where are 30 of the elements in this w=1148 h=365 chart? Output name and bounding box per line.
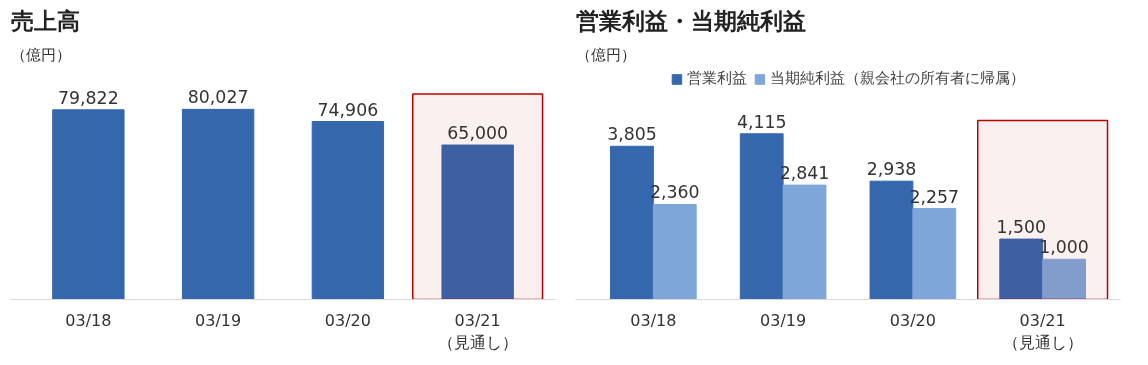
- x-tick-label: 03/18: [65, 310, 112, 330]
- bar: [52, 109, 125, 300]
- chart-title: 営業利益・当期純利益: [575, 7, 806, 34]
- data-label: 4,115: [736, 111, 787, 132]
- data-label: 74,906: [317, 99, 379, 120]
- data-label: 80,027: [187, 87, 249, 108]
- y-axis-title: （億円）: [575, 45, 636, 63]
- x-tick-label: 03/20: [324, 310, 371, 330]
- bar: [652, 203, 697, 300]
- bar: [912, 208, 957, 300]
- x-tick-label: 03/21 （見通し）: [1002, 310, 1083, 353]
- y-axis-title: （億円）: [10, 45, 71, 63]
- data-label: 65,000: [447, 123, 508, 144]
- bar: [1042, 258, 1086, 300]
- x-tick-label: 03/20: [889, 310, 936, 330]
- data-label: 2,938: [866, 159, 917, 180]
- x-tick-label: 03/19: [195, 310, 242, 330]
- x-tick-label: 03/18: [630, 310, 677, 330]
- data-label: 79,822: [58, 87, 119, 108]
- legend-label: 営業利益: [687, 69, 747, 88]
- bar: [441, 144, 514, 300]
- data-label: 1,500: [996, 217, 1047, 238]
- x-tick-label: 03/21 （見通し）: [437, 310, 518, 353]
- data-label: 3,805: [607, 124, 657, 145]
- x-tick-label: 03/19: [760, 310, 807, 330]
- chart-title: 売上高: [10, 7, 80, 34]
- bar: [782, 184, 827, 300]
- legend-label: 当期純利益（親会社の所有者に帰属）: [770, 69, 1025, 88]
- bar: [311, 121, 385, 300]
- bar: [181, 108, 255, 300]
